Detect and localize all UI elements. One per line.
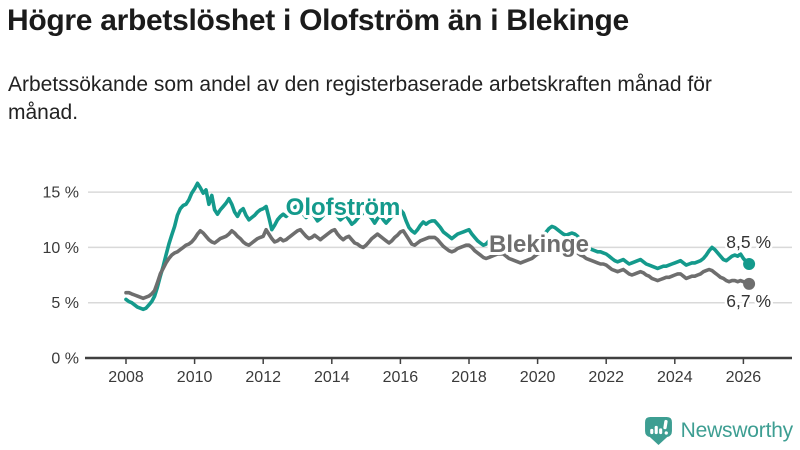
x-axis-tick-label: 2024 — [657, 369, 693, 386]
series-end-dot-olofstrom — [743, 258, 756, 270]
line-chart: 2008 2010 2012 2014 2016 2018 2020 2022 2024 2026… — [43, 181, 792, 386]
series-end-value-blekinge: 6,7 % — [726, 291, 771, 311]
x-axis-tick-label: 2012 — [245, 369, 281, 386]
newsworthy-logo[interactable]: Newsworthy — [644, 416, 793, 446]
y-axis-tick-label: 15 % — [43, 185, 79, 202]
y-axis-tick-label: 10 % — [43, 240, 79, 257]
series-end-value-olofstrom: 8,5 % — [726, 232, 771, 252]
x-axis-tick-label: 2010 — [177, 369, 213, 386]
x-axis-tick-label: 2022 — [588, 369, 624, 386]
y-axis-tick-label: 0 % — [51, 351, 79, 368]
x-axis-tick-label: 2016 — [383, 369, 419, 386]
x-axis-tick-label: 2014 — [314, 369, 350, 386]
newsworthy-bubble-chart-icon — [644, 417, 672, 445]
series-line-olofstrom — [124, 181, 751, 312]
series-label-blekinge: Blekinge — [489, 231, 589, 258]
x-axis-tick-label: 2020 — [520, 369, 556, 386]
x-axis-tick-label: 2026 — [726, 369, 762, 386]
series-line-blekinge — [124, 227, 751, 301]
x-axis-tick-label: 2008 — [108, 369, 144, 386]
x-axis-tick-label: 2018 — [451, 369, 487, 386]
page-title: Högre arbetslöshet i Olofström än i Blek… — [7, 4, 629, 37]
chart-subtitle: Arbetssökande som andel av den registerb… — [8, 73, 712, 124]
series-label-olofstrom: Olofström — [286, 194, 401, 221]
newsworthy-brand-name: Newsworthy — [680, 419, 794, 442]
y-axis-tick-label: 5 % — [51, 295, 79, 312]
series-end-dot-blekinge — [743, 277, 756, 290]
